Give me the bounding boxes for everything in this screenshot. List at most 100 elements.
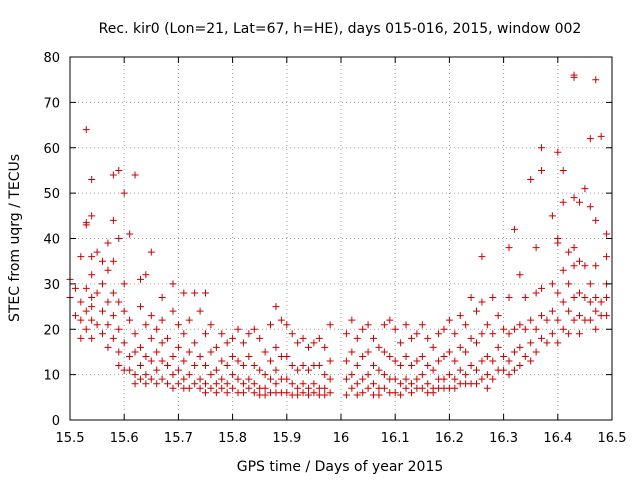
data-point	[142, 371, 150, 379]
data-point	[413, 330, 421, 338]
data-point	[451, 357, 459, 365]
data-point	[386, 316, 394, 324]
data-point	[202, 380, 209, 388]
data-point	[489, 293, 497, 301]
data-point	[527, 316, 535, 324]
x-tick-label: 16.2	[435, 431, 464, 446]
data-point	[478, 375, 486, 383]
data-point	[570, 194, 578, 202]
data-point	[229, 334, 237, 342]
x-tick-label: 16	[333, 431, 350, 446]
data-point	[559, 266, 567, 274]
data-point	[353, 362, 361, 370]
data-point	[109, 334, 117, 342]
data-point	[321, 371, 329, 379]
data-point	[375, 391, 383, 399]
data-point	[93, 321, 101, 329]
x-tick-labels: 15.5 15.6 15.7 15.8 15.9 16 16.1 16.2 16.3 16.4 16…	[56, 431, 627, 446]
data-point	[586, 316, 594, 324]
data-point	[104, 343, 112, 351]
data-point	[516, 362, 524, 370]
data-point	[429, 366, 437, 374]
data-point	[402, 384, 410, 392]
data-point	[272, 303, 280, 311]
data-point	[88, 176, 96, 184]
data-point	[435, 357, 443, 365]
data-point	[239, 362, 247, 370]
data-point	[586, 135, 594, 143]
data-point	[570, 244, 578, 252]
data-point	[191, 380, 199, 388]
data-point	[532, 289, 540, 297]
y-tick-label: 30	[43, 278, 60, 293]
data-point	[510, 225, 518, 233]
data-point	[99, 330, 107, 338]
data-point	[196, 307, 204, 315]
data-point	[532, 348, 540, 356]
data-point	[239, 339, 247, 347]
data-point	[218, 357, 226, 365]
data-point	[483, 371, 491, 379]
data-point	[505, 330, 513, 338]
data-point	[407, 380, 415, 388]
data-point	[299, 362, 307, 370]
data-point	[353, 380, 361, 388]
data-point	[142, 352, 150, 360]
data-point	[575, 289, 583, 297]
data-point	[489, 357, 497, 365]
data-points	[66, 71, 611, 399]
data-point	[158, 293, 166, 301]
data-point	[234, 325, 242, 333]
data-point	[397, 362, 405, 370]
data-point	[494, 343, 502, 351]
data-point	[402, 321, 410, 329]
data-point	[510, 325, 518, 333]
data-point	[516, 271, 524, 279]
data-point	[326, 375, 334, 383]
data-point	[288, 362, 296, 370]
data-point	[418, 384, 426, 392]
data-point	[71, 312, 79, 320]
x-tick-label: 15.9	[272, 431, 301, 446]
data-point	[586, 280, 594, 288]
data-point	[153, 325, 161, 333]
data-point	[88, 253, 96, 261]
data-point	[467, 362, 475, 370]
data-point	[136, 375, 144, 383]
data-point	[272, 366, 280, 374]
data-point	[380, 371, 388, 379]
data-point	[348, 371, 356, 379]
data-point	[131, 330, 139, 338]
data-point	[440, 325, 448, 333]
data-point	[559, 198, 567, 206]
data-point	[147, 357, 155, 365]
data-point	[218, 330, 226, 338]
y-tick-label: 70	[43, 96, 60, 111]
data-point	[321, 343, 329, 351]
data-point	[207, 348, 215, 356]
data-point	[126, 230, 134, 238]
data-point	[586, 298, 594, 306]
data-point	[256, 334, 264, 342]
data-point	[456, 343, 464, 351]
data-point	[554, 339, 562, 347]
data-point	[234, 357, 242, 365]
data-point	[153, 348, 161, 356]
data-point	[207, 384, 215, 392]
data-point	[489, 375, 497, 383]
data-point	[294, 384, 302, 392]
data-point	[304, 343, 312, 351]
data-point	[294, 366, 302, 374]
data-point	[153, 366, 161, 374]
data-point	[109, 312, 117, 320]
data-point	[223, 389, 231, 397]
data-point	[126, 316, 134, 324]
data-point	[212, 343, 220, 351]
data-point	[115, 166, 123, 174]
data-point	[109, 289, 117, 297]
data-point	[131, 348, 139, 356]
data-point	[527, 357, 535, 365]
data-point	[88, 293, 96, 301]
x-tick-label: 16.3	[489, 431, 518, 446]
